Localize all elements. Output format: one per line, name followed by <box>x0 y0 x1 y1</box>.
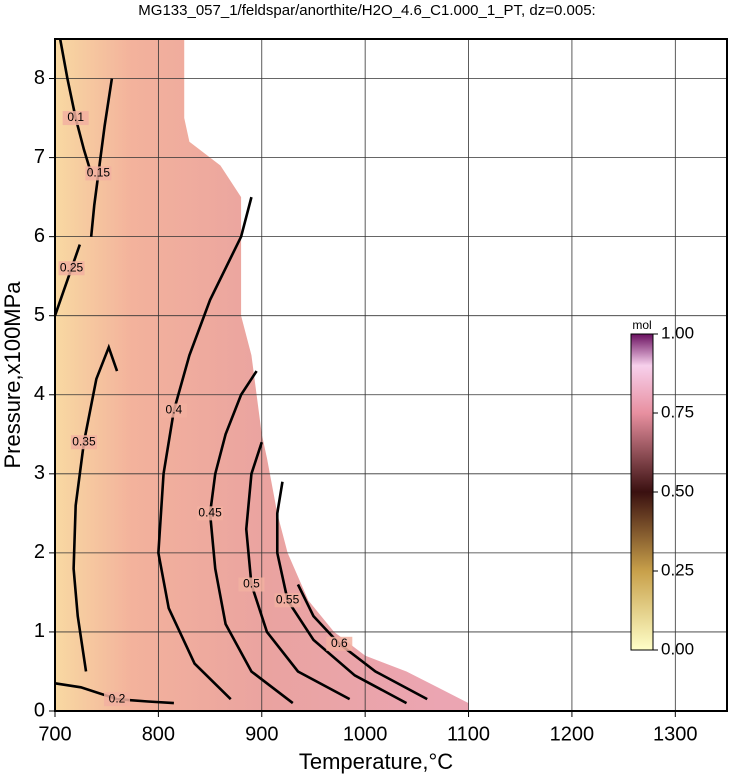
contour-label: 0.2 <box>109 691 126 705</box>
contour-label: 0.1 <box>67 110 84 124</box>
y-axis-label: Pressure,x100MPa <box>0 281 25 469</box>
contour-label-bg <box>70 435 97 450</box>
colorbar-tick-label: 0.75 <box>661 402 694 421</box>
x-tick-label: 1200 <box>550 723 595 745</box>
y-tick-label: 5 <box>34 304 45 326</box>
y-tick-label: 6 <box>34 225 45 247</box>
y-tick-label: 8 <box>34 67 45 89</box>
contour-line <box>72 343 119 672</box>
x-axis-label: Temperature,°C <box>299 749 453 774</box>
colorbar-tick-label: 0.50 <box>661 481 694 500</box>
colorbar-label: mol <box>632 318 651 332</box>
colorbar <box>630 333 654 651</box>
x-tick-label: 700 <box>38 723 71 745</box>
contour-label-bg <box>274 593 301 608</box>
x-tick-label: 800 <box>142 723 175 745</box>
colorbar-tick-label: 0.00 <box>661 639 694 658</box>
x-tick-label: 1100 <box>447 723 490 745</box>
contour-label-bg <box>62 111 89 126</box>
contour-line <box>157 196 253 701</box>
x-tick-label: 1000 <box>343 723 388 745</box>
contour-label: 0.35 <box>72 434 96 448</box>
y-tick-label: 1 <box>34 620 45 642</box>
contour-label-bg <box>58 261 85 276</box>
y-tick-label: 4 <box>34 383 45 405</box>
contour-label: 0.6 <box>331 636 348 650</box>
contour-label-bg <box>326 636 353 651</box>
x-tick-label: 900 <box>245 723 278 745</box>
contour-label-bg <box>104 692 131 707</box>
contour-label: 0.15 <box>87 166 111 180</box>
y-tick-label: 2 <box>34 541 45 563</box>
plot-frame <box>54 38 728 712</box>
x-tick-label: 1300 <box>653 723 698 745</box>
colorbar-tick-label: 0.25 <box>661 560 694 579</box>
contour-label: 0.4 <box>166 403 183 417</box>
colorbar-tick-label: 1.00 <box>661 323 694 342</box>
contour-label-bg <box>197 506 224 521</box>
contour-label-bg <box>238 577 265 592</box>
chart-title: MG133_057_1/feldspar/anorthite/H2O_4.6_C… <box>138 2 595 19</box>
contour-label: 0.45 <box>198 506 222 520</box>
y-tick-label: 7 <box>34 146 45 168</box>
y-tick-label: 0 <box>34 699 45 721</box>
contour-label-bg <box>160 403 187 418</box>
contour-label-bg <box>85 166 112 181</box>
y-tick-label: 3 <box>34 462 45 484</box>
contour-label: 0.25 <box>60 260 84 274</box>
contour-label: 0.5 <box>243 577 260 591</box>
contour-line <box>53 244 82 317</box>
contour-label: 0.55 <box>276 592 300 606</box>
